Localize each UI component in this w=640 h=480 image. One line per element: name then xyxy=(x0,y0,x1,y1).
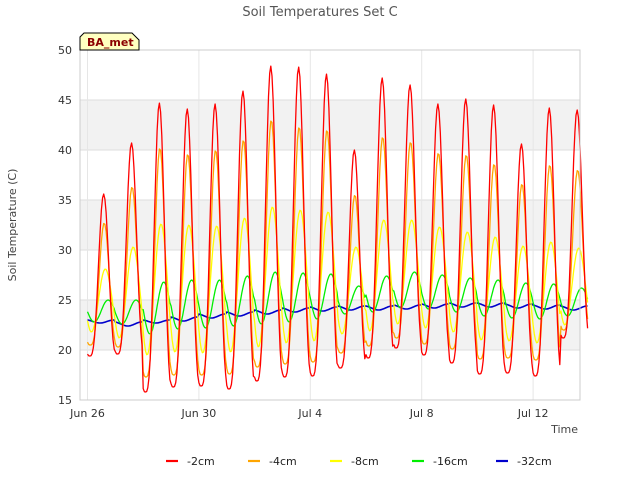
site-label: BA_met xyxy=(87,36,134,49)
series-line-minus-4cm xyxy=(86,120,589,378)
x-tick-label: Jul 12 xyxy=(517,407,549,420)
y-tick-label: 25 xyxy=(58,294,72,307)
site-label-background xyxy=(79,32,140,51)
legend-label: -8cm xyxy=(351,455,379,468)
y-tick-label: 20 xyxy=(58,344,72,357)
legend-label: -32cm xyxy=(517,455,552,468)
legend: -2cm -4cm -8cm -16cm -32cm xyxy=(166,455,552,468)
y-axis-label: Soil Temperature (C) xyxy=(6,169,19,282)
y-tick-label: 30 xyxy=(58,244,72,257)
legend-label: -4cm xyxy=(269,455,297,468)
x-tick-label: Jul 4 xyxy=(297,407,322,420)
x-tick-label: Jul 8 xyxy=(409,407,434,420)
x-tick-label: Jun 26 xyxy=(69,407,105,420)
y-tick-label: 45 xyxy=(58,94,72,107)
y-axis-ticks: 15 20 25 30 35 40 45 50 xyxy=(58,44,72,407)
legend-label: -16cm xyxy=(433,455,468,468)
y-tick-label: 50 xyxy=(58,44,72,57)
series-line-minus-16cm xyxy=(86,271,589,335)
x-tick-label: Jun 30 xyxy=(181,407,217,420)
y-tick-label: 15 xyxy=(58,394,72,407)
plot-area xyxy=(79,49,589,401)
y-tick-label: 40 xyxy=(58,144,72,157)
series-line-minus-2cm xyxy=(86,65,589,393)
site-label-box: BA_met xyxy=(79,32,140,51)
series-line-minus-8cm xyxy=(86,206,589,356)
plot-frame xyxy=(79,49,581,401)
chart-title: Soil Temperatures Set C xyxy=(242,5,397,20)
legend-label: -2cm xyxy=(187,455,215,468)
series-layer xyxy=(86,65,589,393)
x-axis-ticks: Jun 26 Jun 30 Jul 4 Jul 8 Jul 12 xyxy=(69,407,548,420)
x-axis-label: Time xyxy=(550,423,578,436)
y-tick-label: 35 xyxy=(58,194,72,207)
